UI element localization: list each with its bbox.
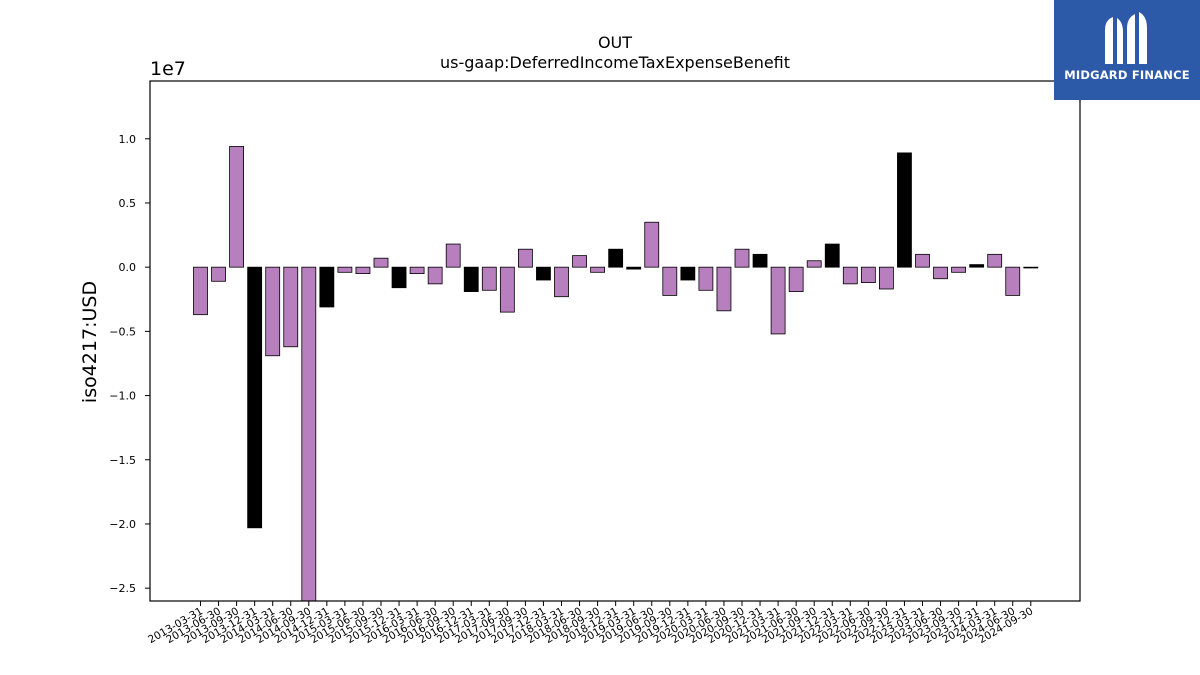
bar-2023-09-30 bbox=[951, 266, 966, 273]
bar-2019-09-30 bbox=[662, 266, 678, 296]
bar-2018-03-31 bbox=[554, 266, 569, 298]
bar-2015-03-31 bbox=[337, 266, 353, 273]
y-tick-label: −1.0 bbox=[109, 390, 136, 403]
bar-2015-09-30 bbox=[373, 257, 389, 268]
bar-2024-03-31 bbox=[987, 253, 1003, 268]
bar-2024-09-30 bbox=[1023, 266, 1039, 269]
bar-2022-06-30 bbox=[860, 266, 876, 283]
y-tick-label: 1.0 bbox=[119, 133, 137, 146]
bar-2021-06-30 bbox=[788, 266, 804, 292]
bar-2016-03-31 bbox=[409, 266, 425, 274]
bar-2021-12-31 bbox=[824, 243, 840, 268]
midgard-finance-logo: MIDGARD FINANCE bbox=[1054, 0, 1200, 100]
y-tick-label: −1.5 bbox=[109, 454, 136, 467]
bar-2022-12-31 bbox=[897, 152, 912, 268]
bar-2017-03-31 bbox=[481, 266, 497, 291]
bar-2018-12-31 bbox=[608, 248, 624, 268]
bar-2017-09-30 bbox=[518, 248, 533, 268]
bar-2023-03-31 bbox=[915, 253, 930, 268]
bar-2024-06-30 bbox=[1005, 266, 1021, 296]
bar-2022-09-30 bbox=[879, 266, 894, 290]
bar-2013-09-30 bbox=[229, 146, 245, 268]
bar-2019-03-31 bbox=[626, 266, 642, 270]
bar-2019-06-30 bbox=[644, 221, 660, 268]
bar-2016-09-30 bbox=[445, 243, 461, 268]
bar-2016-12-31 bbox=[463, 266, 479, 292]
y-tick-label: 0.0 bbox=[119, 261, 137, 274]
bar-2014-09-30 bbox=[301, 266, 317, 602]
y-tick-label: 0.5 bbox=[119, 197, 137, 210]
bar-2014-12-31 bbox=[319, 266, 335, 308]
y-ticks-group: 1.0 0.5 0.0 −0.5 −1.0 −1.5 −2.0 −2.5 bbox=[109, 133, 150, 595]
bar-2013-03-31 bbox=[193, 266, 208, 316]
bar-2020-12-31 bbox=[752, 253, 768, 268]
y-scale-label: 1e7 bbox=[150, 58, 186, 80]
bar-2013-06-30 bbox=[211, 266, 226, 282]
bar-2013-12-31 bbox=[247, 266, 263, 529]
chart-title: OUT bbox=[598, 33, 632, 52]
bar-2020-09-30 bbox=[734, 248, 750, 268]
midgard-logo-icon bbox=[1105, 12, 1147, 64]
bar-2017-06-30 bbox=[499, 266, 515, 313]
y-axis-label: iso4217:USD bbox=[79, 281, 101, 403]
bar-2020-03-31 bbox=[698, 266, 714, 291]
plot-frame bbox=[149, 80, 1081, 602]
bar-2023-12-31 bbox=[969, 264, 985, 268]
bar-2021-09-30 bbox=[806, 260, 822, 268]
chart-subtitle: us-gaap:DeferredIncomeTaxExpenseBenefit bbox=[440, 53, 790, 72]
bar-2020-06-30 bbox=[716, 266, 732, 312]
bar-2019-12-31 bbox=[680, 266, 696, 281]
bar-2022-03-31 bbox=[842, 266, 858, 285]
bar-2021-03-31 bbox=[770, 266, 786, 335]
bar-2018-09-30 bbox=[590, 266, 605, 273]
bar-2017-12-31 bbox=[536, 266, 551, 281]
bar-2014-06-30 bbox=[283, 266, 299, 348]
logo-text: MIDGARD FINANCE bbox=[1064, 68, 1190, 82]
bar-2014-03-31 bbox=[265, 266, 281, 357]
bar-2015-12-31 bbox=[391, 266, 407, 289]
bar-2023-06-30 bbox=[933, 266, 948, 280]
bars-group bbox=[193, 146, 1039, 602]
y-tick-label: −2.5 bbox=[109, 582, 136, 595]
bar-2018-06-30 bbox=[572, 255, 587, 268]
x-ticks-group: 2013-03-312013-06-302013-09-302013-12-31… bbox=[146, 601, 1035, 646]
y-tick-label: −0.5 bbox=[109, 325, 136, 338]
bar-2015-06-30 bbox=[355, 266, 371, 274]
y-tick-label: −2.0 bbox=[109, 518, 136, 531]
bar-2016-06-30 bbox=[427, 266, 443, 285]
